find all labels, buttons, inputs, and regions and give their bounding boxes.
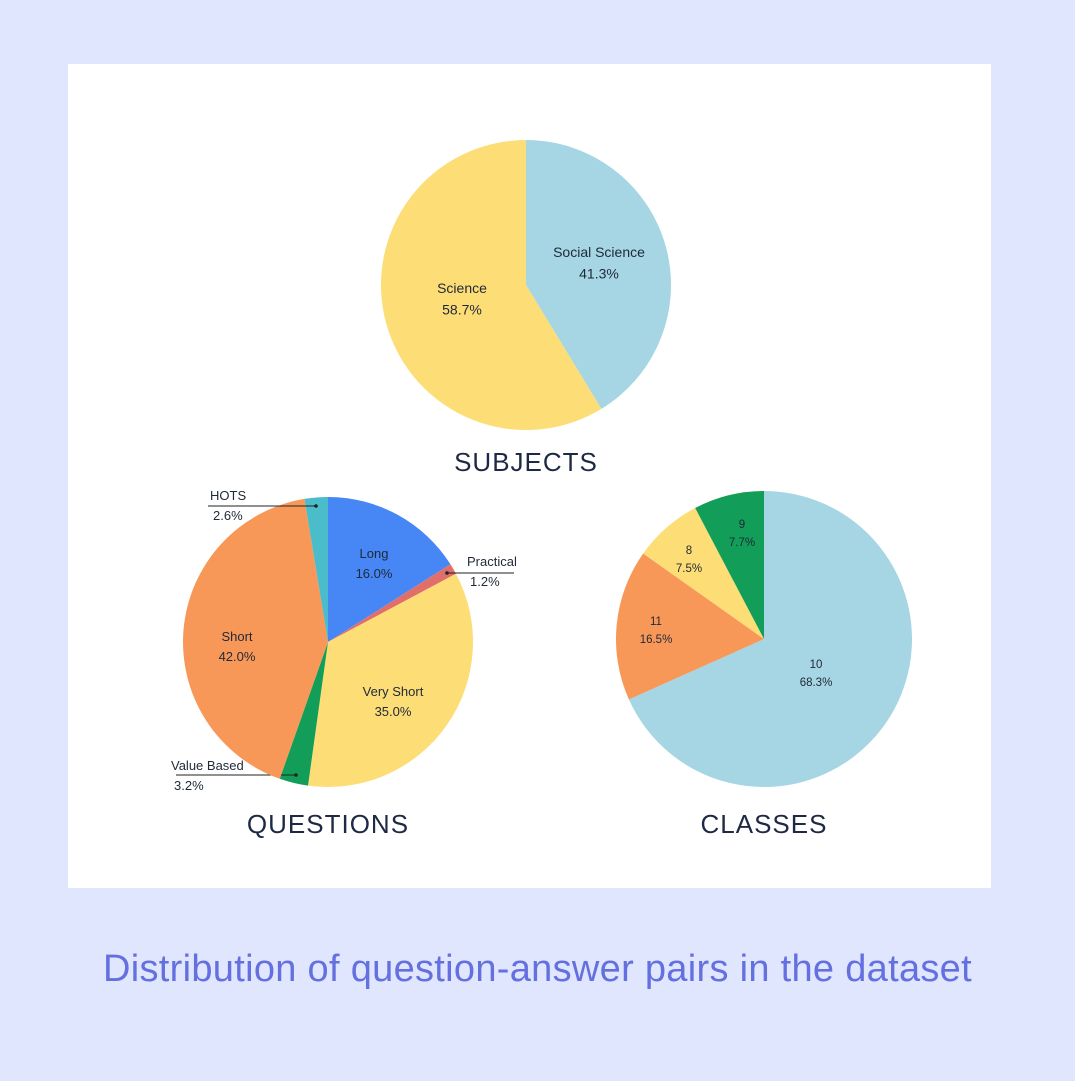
slice-value-label: 16.0% — [356, 566, 393, 581]
slice-value-label: 68.3% — [800, 677, 833, 689]
charts-svg: Social Science 41.3% Science 58.7% SUBJECTS L… — [171, 140, 912, 839]
chart-panel: Social Science 41.3% Science 58.7% SUBJECTS L… — [68, 64, 991, 888]
slice-value-label: 1.2% — [470, 574, 500, 589]
slice-value-based — [279, 642, 328, 786]
slice-label: Social Science — [553, 244, 645, 260]
slice-value-label: 58.7% — [442, 302, 482, 318]
slice-8 — [643, 507, 764, 639]
pie-questions: Long 16.0% Practical 1.2% Very Short 35.0% Val… — [171, 488, 517, 839]
slice-value-label: 7.5% — [676, 563, 702, 575]
slice-label: Practical — [467, 554, 517, 569]
slice-value-label: 41.3% — [579, 266, 619, 282]
slice-short — [183, 498, 328, 779]
chart-title: SUBJECTS — [454, 447, 598, 477]
slice-value-label: 2.6% — [213, 508, 243, 523]
slice-value-label: 3.2% — [174, 778, 204, 793]
slice-value-label: 35.0% — [375, 704, 412, 719]
chart-title: CLASSES — [701, 809, 828, 839]
slice-label: Value Based — [171, 758, 244, 773]
slice-label: Short — [221, 629, 252, 644]
slice-science — [380, 140, 602, 431]
pie-subjects: Social Science 41.3% Science 58.7% SUBJECTS — [380, 140, 671, 477]
slice-11 — [615, 553, 764, 700]
slice-value-label: 16.5% — [640, 634, 673, 646]
figure-caption: Distribution of question-answer pairs in… — [103, 948, 972, 990]
slice-10 — [628, 491, 912, 787]
slice-9 — [695, 491, 764, 639]
chart-title: QUESTIONS — [247, 809, 409, 839]
slice-label: Very Short — [363, 684, 424, 699]
slice-long — [328, 497, 451, 642]
slice-label: 9 — [739, 519, 745, 531]
pie-classes: 10 68.3% 11 16.5% 8 7.5% 9 7.7% CLASSES — [615, 491, 912, 839]
slice-label: Science — [437, 280, 487, 296]
slice-value-label: 7.7% — [729, 537, 755, 549]
leader-dot — [314, 504, 318, 508]
leader-dot — [294, 773, 298, 777]
slice-value-label: 42.0% — [219, 649, 256, 664]
slice-label: 11 — [650, 616, 662, 628]
slice-label: HOTS — [210, 488, 246, 503]
slice-hots — [304, 497, 328, 642]
slice-label: 10 — [810, 659, 823, 671]
slice-practical — [328, 564, 456, 642]
leader-dot — [445, 571, 449, 575]
slice-label: 8 — [686, 545, 692, 557]
slice-very-short — [308, 573, 473, 788]
slice-social-science — [526, 140, 671, 409]
slice-label: Long — [360, 546, 389, 561]
